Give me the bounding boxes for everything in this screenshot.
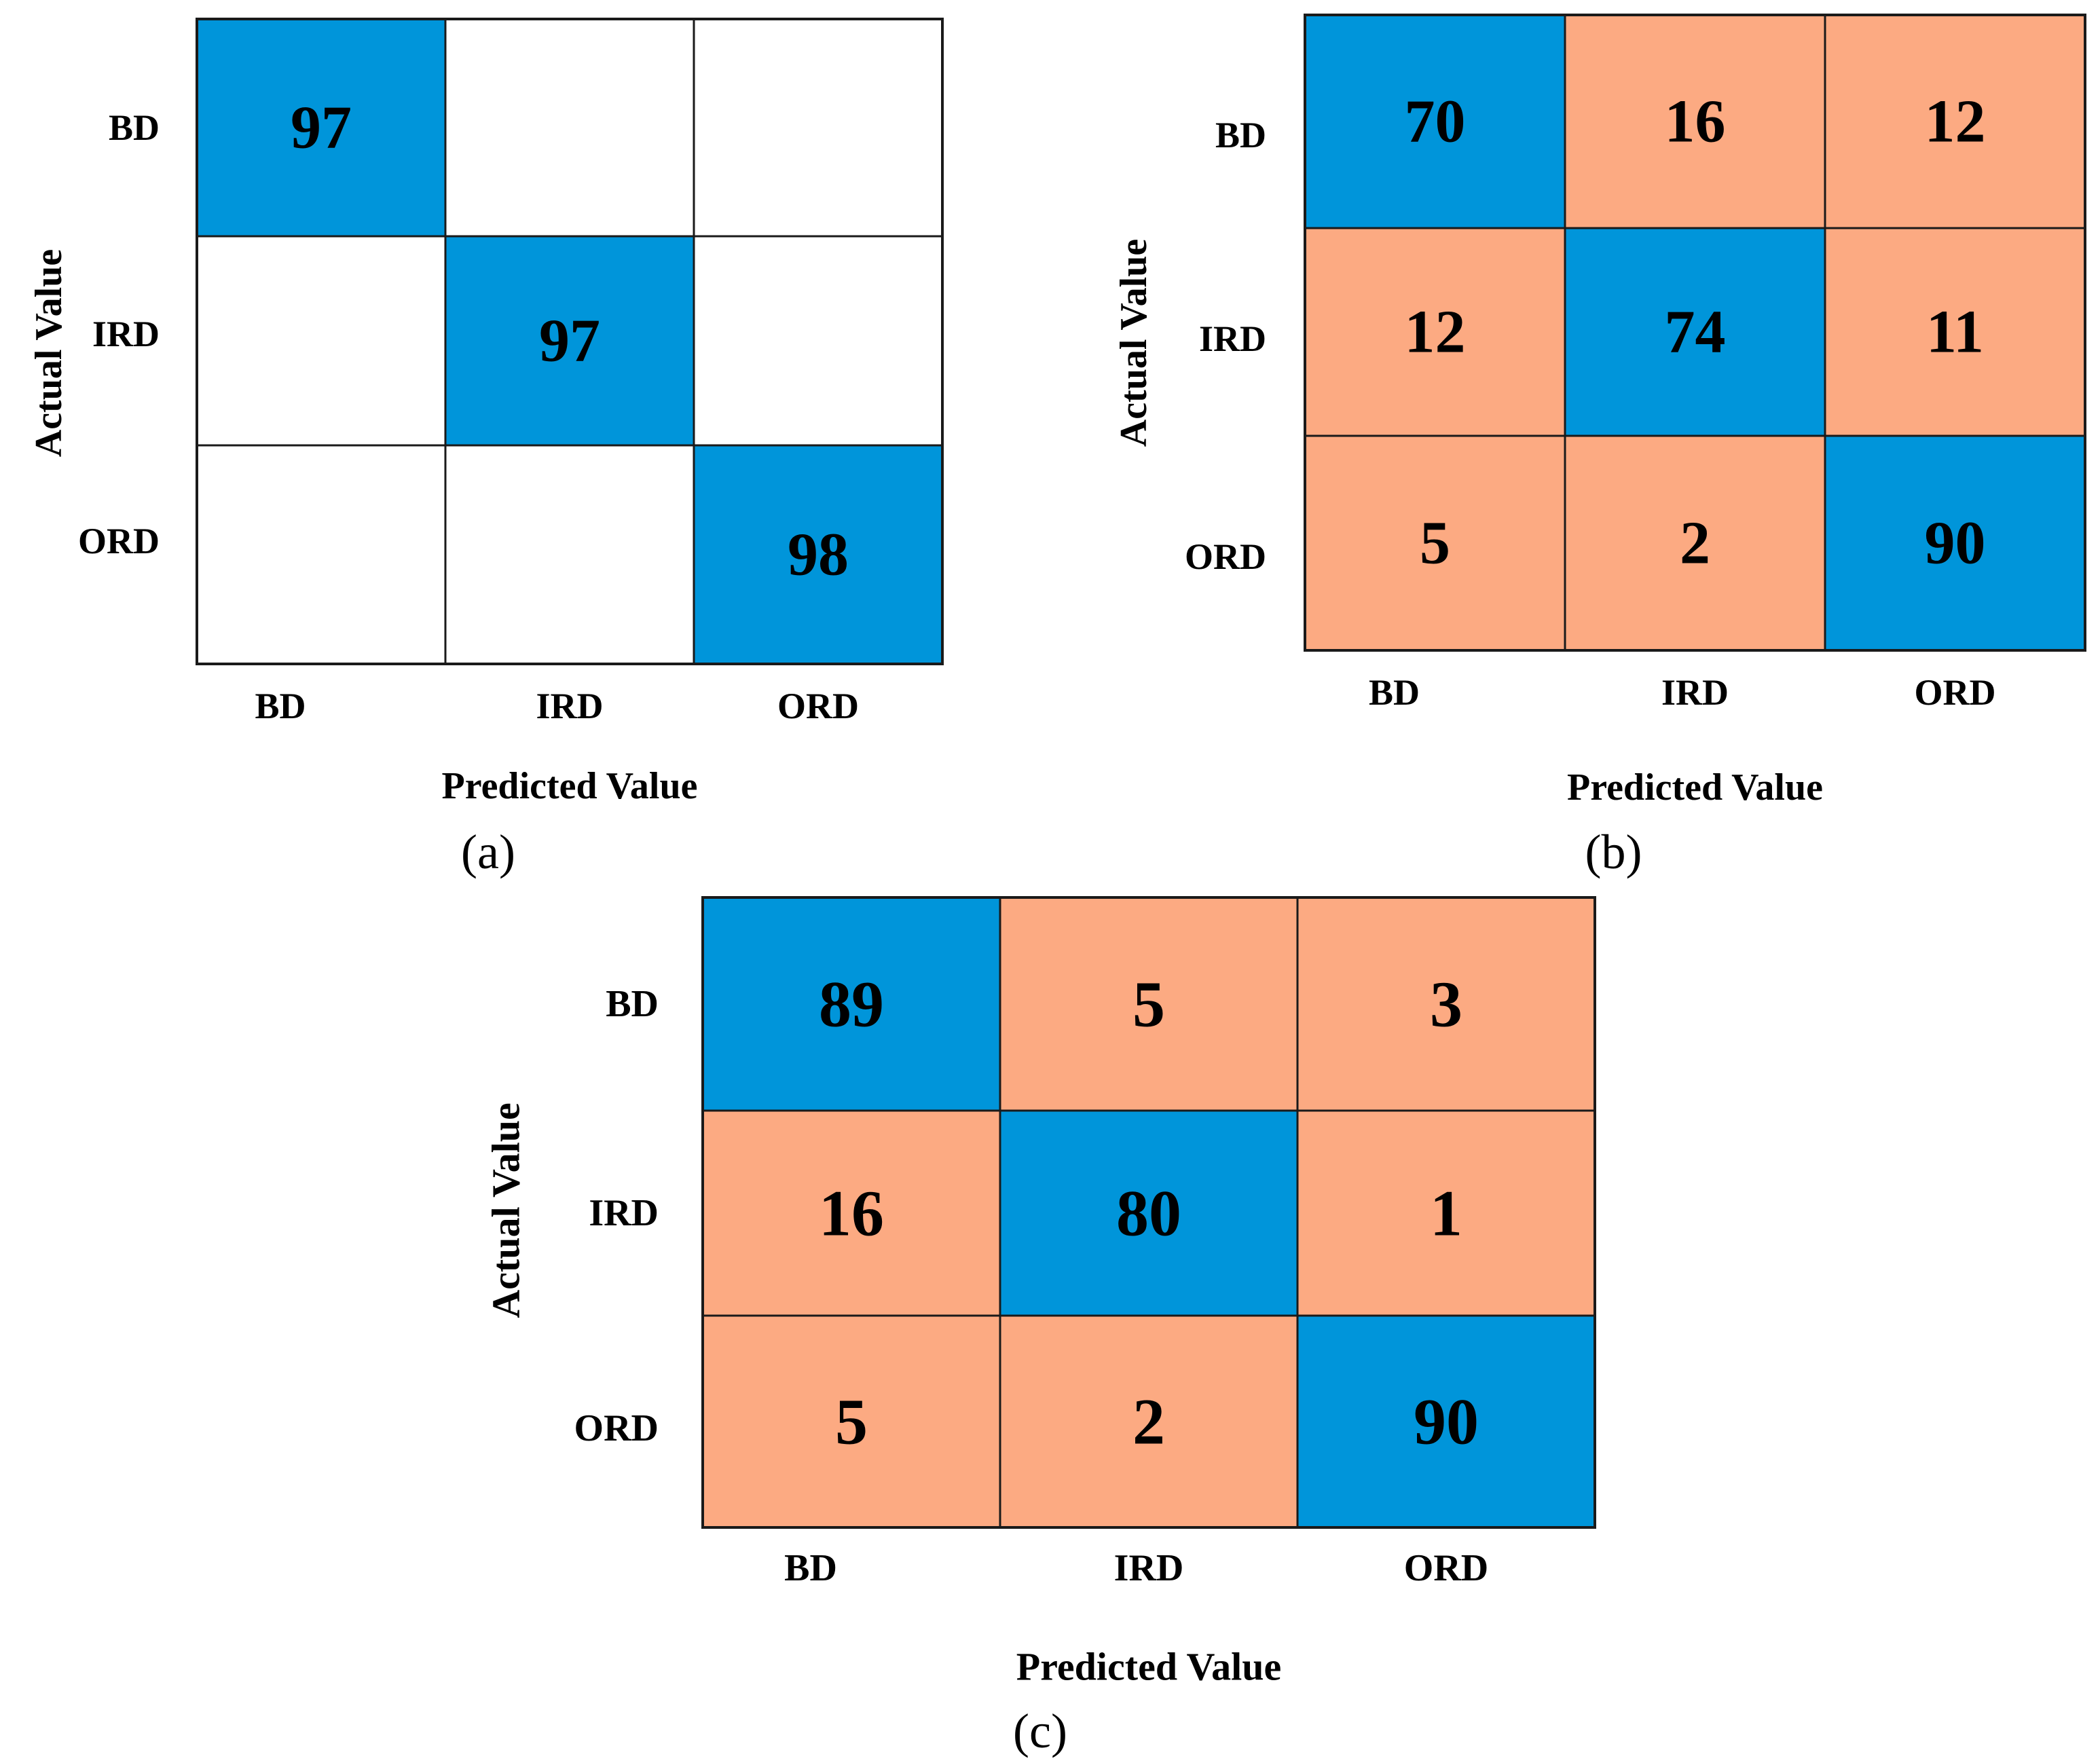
matrix-cell-r2-c0 [196, 444, 447, 665]
x-axis-label: Predicted Value [1016, 1645, 1281, 1689]
col-label-ord: ORD [777, 686, 859, 726]
cell-value-r1-c2: 1 [1430, 1177, 1462, 1250]
matrix-cell-r2-c2 [693, 444, 944, 665]
cell-value-r0-c1: 16 [1665, 88, 1726, 155]
row-label-bd: BD [1215, 115, 1266, 155]
row-label-ird: IRD [1199, 318, 1266, 359]
cell-value-r0-c0: 97 [291, 94, 352, 162]
cell-value-r2-c2: 98 [788, 521, 849, 589]
cell-value-r1-c1: 97 [539, 308, 600, 375]
matrix-cell-r1-c2 [1824, 227, 2086, 437]
confusion-matrix-b: 70 16 12 12 74 11 5 2 90 BD IRD ORD BD IRD ORD Predicte… [1113, 14, 2086, 879]
matrix-cell-r0-c2 [1296, 896, 1596, 1112]
row-label-ord: ORD [78, 521, 160, 561]
col-label-bd: BD [1369, 672, 1420, 713]
panel-caption: (b) [1585, 825, 1642, 879]
cell-value-r0-c1: 5 [1132, 968, 1165, 1041]
row-label-ord: ORD [1185, 536, 1266, 577]
row-label-ord: ORD [574, 1407, 659, 1449]
row-label-ird: IRD [589, 1192, 659, 1234]
cell-value-r1-c0: 16 [819, 1177, 884, 1250]
cell-value-r1-c0: 12 [1405, 299, 1466, 366]
cell-value-r0-c2: 12 [1925, 88, 1986, 155]
panel-caption: (a) [461, 825, 515, 879]
matrix-cell-r0-c2 [693, 18, 944, 238]
cell-value-r2-c0: 5 [835, 1386, 868, 1458]
cell-value-r2-c2: 90 [1925, 510, 1986, 577]
matrix-cell-r2-c1 [999, 1314, 1299, 1529]
cell-value-r2-c1: 2 [1132, 1386, 1165, 1458]
matrix-cell-r1-c1 [444, 235, 695, 447]
cell-value-r0-c0: 89 [819, 968, 884, 1041]
panel-caption: (c) [1013, 1704, 1067, 1758]
matrix-cell-r2-c2 [1824, 434, 2086, 652]
matrix-cell-r2-c1 [444, 444, 695, 665]
matrix-cell-r2-c2 [1296, 1314, 1596, 1529]
row-label-ird: IRD [92, 314, 160, 354]
cell-value-r2-c0: 5 [1420, 510, 1450, 577]
y-axis-label: Actual Value [1113, 239, 1155, 447]
y-axis-label: Actual Value [484, 1102, 528, 1318]
matrix-cell-r2-c0 [1304, 434, 1566, 652]
col-label-bd: BD [255, 686, 306, 726]
matrix-cell-r0-c0 [701, 896, 1001, 1112]
col-label-bd: BD [784, 1547, 837, 1589]
matrix-cell-r0-c2 [1824, 14, 2086, 229]
y-axis-label: Actual Value [28, 249, 70, 458]
matrix-border [1304, 14, 2086, 652]
col-label-ord: ORD [1915, 672, 1996, 713]
x-axis-label: Predicted Value [1567, 766, 1823, 809]
x-axis-label: Predicted Value [442, 765, 698, 807]
matrix-cell-r1-c1 [999, 1109, 1299, 1317]
matrix-border [196, 18, 944, 665]
cell-value-r1-c1: 74 [1665, 299, 1726, 366]
matrix-cell-r1-c2 [1296, 1109, 1596, 1317]
matrix-cell-r1-c0 [701, 1109, 1001, 1317]
confusion-matrix-a: 97 97 98 BD IRD ORD BD IRD ORD Predicted Value Act… [28, 18, 944, 879]
cell-value-r2-c2: 90 [1414, 1386, 1479, 1458]
col-label-ird: IRD [1661, 672, 1729, 713]
matrix-cell-r1-c1 [1564, 227, 1826, 437]
matrix-cell-r1-c0 [196, 235, 447, 447]
matrix-border [701, 896, 1596, 1529]
cell-value-r1-c1: 80 [1116, 1177, 1181, 1250]
matrix-cell-r0-c1 [999, 896, 1299, 1112]
row-label-bd: BD [109, 107, 160, 148]
matrix-cell-r2-c0 [701, 1314, 1001, 1529]
cell-value-r1-c2: 11 [1926, 299, 1984, 366]
matrix-cell-r1-c2 [693, 235, 944, 447]
matrix-cell-r0-c0 [196, 18, 447, 238]
col-label-ord: ORD [1404, 1547, 1488, 1589]
cell-value-r2-c1: 2 [1680, 510, 1710, 577]
cell-value-r0-c0: 70 [1405, 88, 1466, 155]
matrix-cell-r2-c1 [1564, 434, 1826, 652]
cell-value-r0-c2: 3 [1430, 968, 1462, 1041]
confusion-matrix-c: 89 5 3 16 80 1 5 2 90 BD IRD ORD BD IRD ORD Predicted V… [484, 896, 1596, 1758]
row-label-bd: BD [606, 983, 659, 1025]
col-label-ird: IRD [536, 686, 603, 726]
col-label-ird: IRD [1114, 1547, 1184, 1589]
matrix-cell-r0-c1 [444, 18, 695, 238]
